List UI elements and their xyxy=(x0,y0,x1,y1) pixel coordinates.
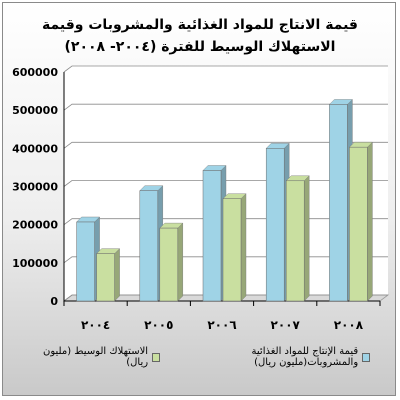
gridline xyxy=(63,141,388,149)
x-tick-label: ٢٠٠٧ xyxy=(271,318,301,332)
y-tick-label: 100000 xyxy=(12,257,58,270)
bar-side xyxy=(304,175,310,302)
legend-item-production: قيمة الإنتاج للمواد الغذائية والمشروبات(… xyxy=(180,346,370,368)
x-tick-label: ٢٠٠٥ xyxy=(144,318,173,332)
bar-consumption xyxy=(96,253,115,302)
y-tick-label: 0 xyxy=(50,295,58,308)
bar-production xyxy=(329,104,348,302)
y-tick-label: 200000 xyxy=(12,219,58,232)
legend-swatch-production xyxy=(362,352,370,362)
legend-label-consumption: الاستهلاك الوسيط (مليون ريال) xyxy=(43,346,149,368)
legend-item-consumption: الاستهلاك الوسيط (مليون ريال) xyxy=(40,346,160,368)
bar-side xyxy=(177,222,184,302)
bar-production xyxy=(139,190,159,302)
gridline xyxy=(63,65,388,73)
bar-consumption xyxy=(285,180,305,302)
bar-side xyxy=(367,141,373,302)
x-tick-label: ٢٠٠٨ xyxy=(334,318,364,332)
x-tick-label: ٢٠٠٦ xyxy=(207,318,236,332)
y-tick-label: 600000 xyxy=(12,66,58,79)
bar-production xyxy=(265,148,285,302)
y-tick-label: 300000 xyxy=(12,181,58,194)
gridline xyxy=(63,103,388,111)
chart-title: قيمة الانتاج للمواد الغذائية والمشروبات … xyxy=(42,17,358,55)
x-tick-label: ٢٠٠٤ xyxy=(81,318,110,332)
bar-production xyxy=(202,170,222,302)
legend-label-production: قيمة الإنتاج للمواد الغذائية والمشروبات(… xyxy=(251,346,359,368)
chart-legend: قيمة الإنتاج للمواد الغذائية والمشروبات(… xyxy=(30,346,380,368)
bar-consumption xyxy=(222,198,242,302)
bar-side xyxy=(240,193,247,302)
bar-side xyxy=(114,248,120,302)
y-tick-label: 500000 xyxy=(12,104,58,117)
bar-consumption xyxy=(349,146,368,302)
bar-consumption xyxy=(159,227,179,302)
bar-production xyxy=(76,221,95,302)
legend-swatch-consumption xyxy=(152,352,160,362)
y-tick-label: 400000 xyxy=(12,142,58,155)
